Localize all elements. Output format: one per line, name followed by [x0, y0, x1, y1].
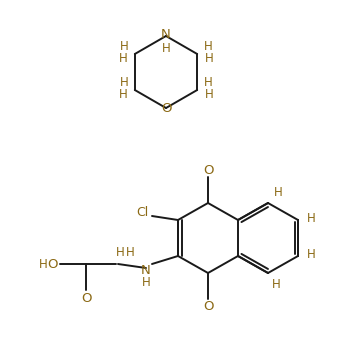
Text: H: H [118, 52, 127, 66]
Text: O: O [81, 292, 91, 305]
Text: N: N [161, 28, 171, 41]
Text: H: H [274, 186, 282, 199]
Text: H: H [118, 88, 127, 102]
Text: H: H [162, 41, 170, 55]
Text: H: H [119, 40, 128, 52]
Text: H: H [272, 278, 281, 292]
Text: H: H [116, 245, 124, 258]
Text: O: O [48, 257, 58, 270]
Text: H: H [307, 248, 315, 261]
Text: H: H [307, 211, 315, 225]
Text: H: H [204, 40, 213, 52]
Text: H: H [39, 257, 47, 270]
Text: N: N [141, 265, 151, 277]
Text: H: H [126, 245, 135, 258]
Text: O: O [203, 163, 213, 177]
Text: H: H [205, 52, 214, 66]
Text: H: H [119, 75, 128, 88]
Text: Cl: Cl [136, 206, 148, 218]
Text: O: O [161, 102, 171, 115]
Text: H: H [204, 75, 213, 88]
Text: O: O [203, 300, 213, 313]
Text: H: H [205, 88, 214, 102]
Text: H: H [142, 277, 150, 289]
